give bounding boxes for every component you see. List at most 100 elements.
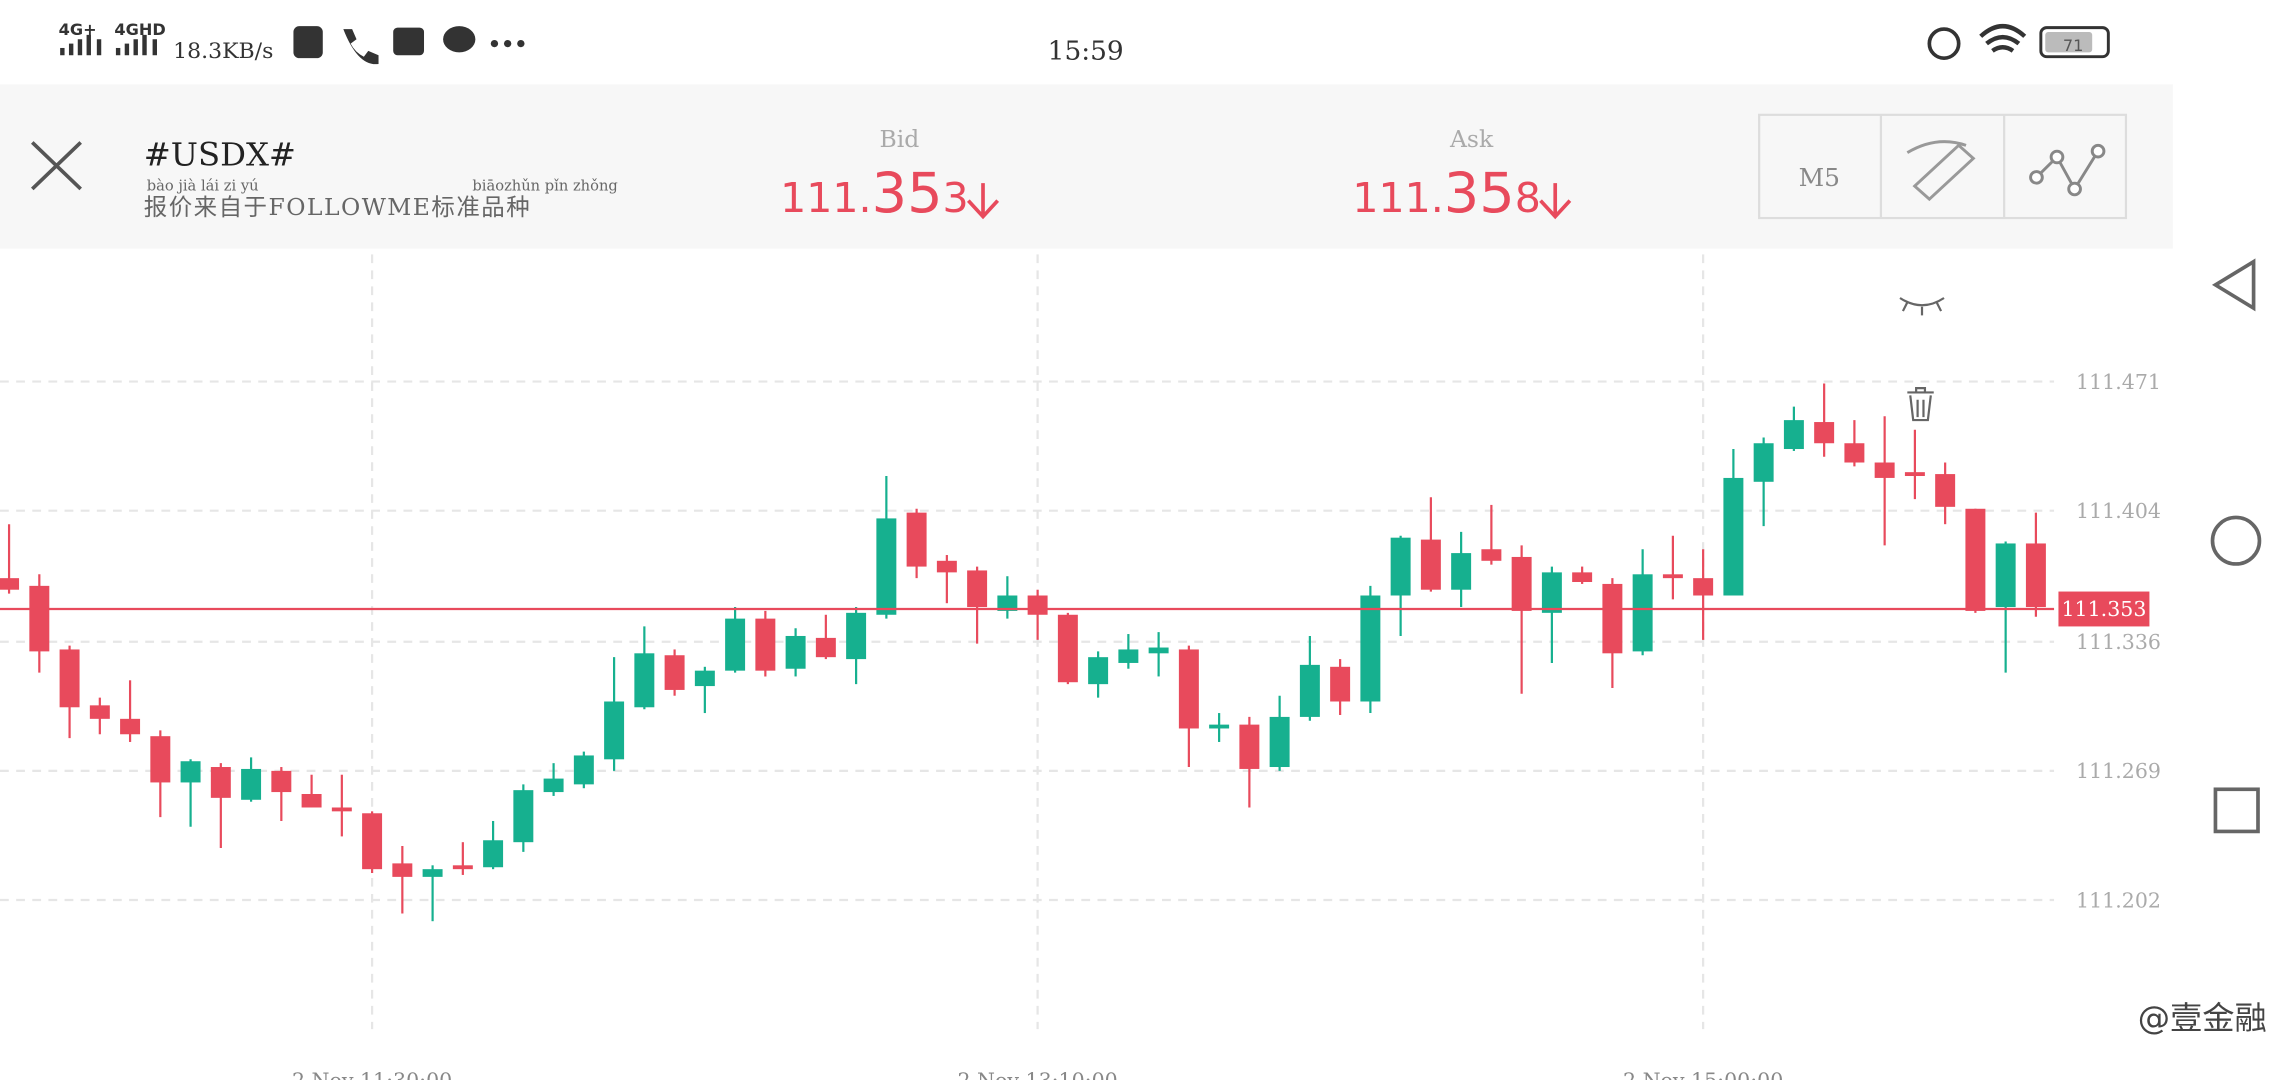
candle-body xyxy=(0,578,20,590)
bid-label: Bid xyxy=(879,125,919,153)
candle-body xyxy=(1814,422,1835,444)
candle-body xyxy=(392,863,413,877)
candle-body xyxy=(1783,420,1804,450)
indicator-button[interactable] xyxy=(2035,150,2100,192)
candle-body xyxy=(876,518,897,615)
candle-body xyxy=(1057,614,1078,683)
tool-group xyxy=(1758,113,2128,220)
y-tick-label: 111.471 xyxy=(2076,370,2161,394)
signal-icon xyxy=(60,34,157,56)
candle-body xyxy=(1874,462,1895,478)
candle-body xyxy=(1602,583,1623,654)
candle-body xyxy=(1844,443,1865,463)
watermark: @壹金融 xyxy=(2138,999,2267,1037)
net-label: 4GHD xyxy=(114,20,165,39)
candle-body xyxy=(180,761,201,783)
candle-body xyxy=(1390,537,1411,596)
candle-body xyxy=(59,649,80,708)
ask-label: Ask xyxy=(1449,125,1494,153)
candle-body xyxy=(755,618,776,671)
candle-body xyxy=(362,813,383,870)
candle-body xyxy=(815,637,836,658)
wifi-icon xyxy=(1979,23,2027,53)
last-price-tag xyxy=(2058,591,2150,627)
candle-body xyxy=(210,767,231,798)
close-button[interactable] xyxy=(31,141,82,191)
hide-icon[interactable] xyxy=(1899,297,1945,316)
timeframe-button[interactable]: M5 xyxy=(1799,163,1840,192)
ask-down-arrow xyxy=(1539,183,1572,220)
candle-body xyxy=(89,705,110,719)
candle-body xyxy=(1118,649,1139,663)
candle-body xyxy=(1209,724,1230,729)
candle-body xyxy=(1541,572,1562,613)
candle-body xyxy=(513,790,534,843)
candle-body xyxy=(664,655,685,690)
mail-icon xyxy=(393,27,425,56)
candle-body xyxy=(1451,553,1472,590)
candle-body xyxy=(1935,474,1956,507)
candle-body xyxy=(694,670,715,687)
clock: 15:59 xyxy=(1048,37,1124,67)
candle-body xyxy=(1572,572,1593,583)
candle-body xyxy=(271,770,292,793)
candle-body xyxy=(241,768,262,800)
candle-body xyxy=(1632,574,1653,652)
candle-body xyxy=(1299,664,1320,717)
candle-body xyxy=(1965,508,1986,611)
battery-level: 71 xyxy=(2063,36,2084,55)
delete-icon[interactable] xyxy=(1907,387,1934,422)
last-price-label: 111.353 xyxy=(2061,597,2146,621)
candle-body xyxy=(573,755,594,785)
candle-body xyxy=(150,736,171,783)
candle-body xyxy=(543,778,564,793)
pinyin: bào jià lái zi yú xyxy=(147,177,259,194)
candle-body xyxy=(1511,556,1532,611)
candle-body xyxy=(1088,657,1109,685)
draw-button[interactable] xyxy=(1906,140,1976,202)
phone-icon xyxy=(343,29,379,65)
candle-body xyxy=(1753,443,1774,482)
candle-body xyxy=(2025,543,2046,608)
candle-body xyxy=(1330,666,1351,702)
nav-recent[interactable] xyxy=(2213,787,2260,834)
nav-back[interactable] xyxy=(2211,258,2256,312)
header-bar xyxy=(0,84,2173,249)
candle-body xyxy=(725,618,746,671)
candle-body xyxy=(1148,647,1169,654)
candle-body xyxy=(1662,574,1683,579)
app-icon xyxy=(293,26,323,59)
candle-body xyxy=(301,794,322,808)
candle-body xyxy=(1904,472,1925,477)
net-speed: 18.3KB/s xyxy=(173,39,273,64)
candle-body xyxy=(1178,649,1199,729)
candle-body xyxy=(331,807,352,812)
source-note: 报价来自于FOLLOWME标准品种 xyxy=(144,193,531,221)
candle-body xyxy=(1360,595,1381,702)
candle-body xyxy=(452,865,473,870)
candle-body xyxy=(1239,724,1260,769)
candle-body xyxy=(967,570,988,608)
candle-body xyxy=(1269,716,1290,768)
pinyin: biāozhǔn pǐn zhǒng xyxy=(472,177,617,194)
symbol: #USDX# xyxy=(144,136,296,174)
nav-home[interactable] xyxy=(2210,515,2262,566)
candle-body xyxy=(604,701,625,760)
candle-body xyxy=(1420,539,1441,590)
ask-price: 111.358 xyxy=(1352,161,1541,226)
status-bar: 4G+ 4GHD 18.3KB/s 15:59 71 xyxy=(59,20,2110,67)
bid-down-arrow xyxy=(966,183,1000,220)
bid-price: 111.353 xyxy=(780,161,969,226)
candle-body xyxy=(1723,477,1744,596)
x-tick-label: 2 Nov 15:00:00 xyxy=(1623,1068,1783,1080)
candle-body xyxy=(29,585,50,652)
candle-body xyxy=(1693,578,1714,596)
candle-body xyxy=(785,635,806,669)
battery-icon xyxy=(2039,26,2110,59)
alarm-icon xyxy=(1927,27,1961,60)
candle-body xyxy=(906,512,927,567)
candlestick-chart: 111.471 111.404 111.336 111.269 111.202 2 Nov… xyxy=(0,254,2161,1080)
candle-body xyxy=(120,718,141,735)
candle-body xyxy=(1481,549,1502,561)
